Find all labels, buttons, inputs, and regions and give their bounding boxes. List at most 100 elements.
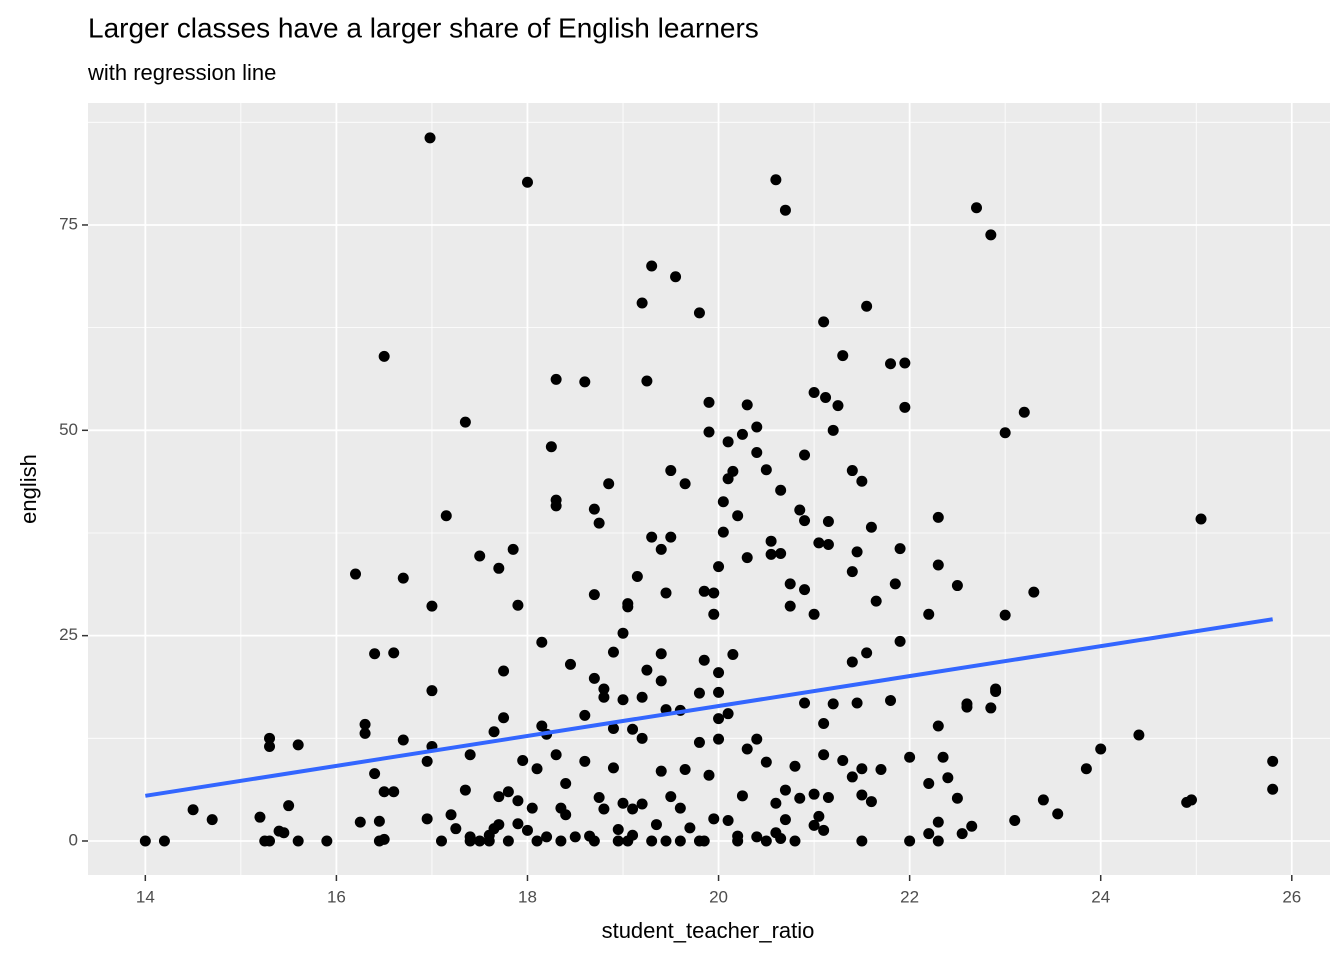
point (827, 424, 839, 436)
point (985, 702, 997, 714)
point (350, 568, 362, 580)
x-tick-label: 20 (709, 887, 728, 906)
point (885, 695, 897, 707)
point (450, 823, 462, 835)
point (851, 697, 863, 709)
point (607, 762, 619, 774)
point (588, 589, 600, 601)
point (1052, 808, 1064, 820)
point (820, 391, 832, 403)
point (775, 548, 787, 560)
point (502, 835, 514, 847)
point (693, 736, 705, 748)
point (837, 350, 849, 362)
point (617, 797, 629, 809)
point (493, 819, 505, 831)
point (588, 672, 600, 684)
point (579, 709, 591, 721)
point (593, 517, 605, 529)
point (818, 749, 830, 761)
point (789, 835, 801, 847)
point (799, 697, 811, 709)
point (865, 796, 877, 808)
point (493, 791, 505, 803)
point (655, 765, 667, 777)
point (932, 816, 944, 828)
point (359, 718, 371, 730)
point (751, 421, 763, 433)
point (459, 416, 471, 428)
point (932, 835, 944, 847)
point (612, 835, 624, 847)
point (1095, 743, 1107, 755)
point (397, 734, 409, 746)
point (990, 686, 1002, 698)
y-axis-title: english (16, 454, 41, 524)
point (607, 722, 619, 734)
point (588, 503, 600, 515)
point (440, 510, 452, 522)
x-axis-title: student_teacher_ratio (602, 918, 815, 943)
point (832, 400, 844, 412)
point (779, 204, 791, 216)
point (885, 358, 897, 370)
point (923, 608, 935, 620)
point (827, 698, 839, 710)
y-tick-label: 25 (59, 625, 78, 644)
point (727, 649, 739, 661)
point (808, 788, 820, 800)
point (708, 813, 720, 825)
point (426, 685, 438, 697)
point (779, 784, 791, 796)
point (493, 562, 505, 574)
point (684, 822, 696, 834)
point (799, 515, 811, 527)
point (1195, 513, 1207, 525)
point (751, 733, 763, 745)
point (483, 829, 495, 841)
point (741, 743, 753, 755)
point (388, 786, 400, 798)
point (435, 835, 447, 847)
point (765, 548, 777, 560)
point (961, 701, 973, 713)
point (808, 819, 820, 831)
point (636, 798, 648, 810)
point (708, 587, 720, 599)
point (550, 373, 562, 385)
point (650, 819, 662, 831)
point (369, 648, 381, 660)
point (655, 543, 667, 555)
point (751, 831, 763, 843)
point (799, 449, 811, 461)
panel (88, 103, 1330, 875)
point (899, 401, 911, 413)
point (698, 654, 710, 666)
point (564, 658, 576, 670)
point (808, 387, 820, 399)
point (646, 531, 658, 543)
point (794, 792, 806, 804)
point (622, 835, 634, 847)
point (1018, 406, 1030, 418)
point (932, 511, 944, 523)
point (698, 585, 710, 597)
point (713, 561, 725, 573)
point (818, 718, 830, 730)
point (923, 778, 935, 790)
point (760, 464, 772, 476)
x-tick-label: 26 (1282, 887, 1301, 906)
point (531, 763, 543, 775)
point (283, 800, 295, 812)
point (775, 484, 787, 496)
point (770, 174, 782, 186)
point (717, 526, 729, 538)
point (378, 786, 390, 798)
point (445, 809, 457, 821)
point (822, 538, 834, 550)
point (521, 824, 533, 836)
point (784, 578, 796, 590)
point (679, 764, 691, 776)
y-tick-label: 0 (69, 830, 78, 849)
point (1009, 814, 1021, 826)
